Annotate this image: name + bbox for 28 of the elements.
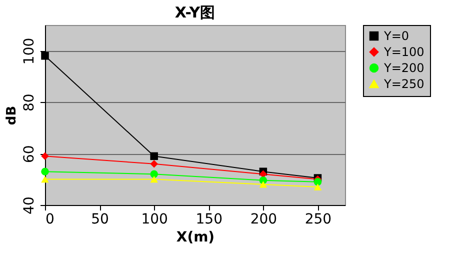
point [150,160,158,168]
point [150,170,158,178]
y-tick-label: 60 [22,145,38,163]
point [41,168,49,176]
point [41,52,49,60]
x-tick-label: 150 [196,212,223,228]
x-tick-label: 50 [91,212,109,228]
x-tick-label: 0 [46,212,54,228]
y-tick-label: 40 [22,196,38,214]
point [314,184,322,190]
y-axis-title: dB [4,106,20,126]
x-tick-label: 250 [304,212,332,228]
point [150,176,158,183]
legend-label: Y=250 [383,77,424,91]
point [41,152,49,160]
y-tick-label: 80 [22,94,38,112]
x-tick-label: 200 [250,212,278,228]
point [41,176,49,183]
y-tick-label: 100 [22,38,38,65]
point [314,178,322,186]
point [150,152,158,160]
x-tick-label: 100 [141,212,168,228]
x-axis-title: X(m) [176,230,215,246]
legend-label: Y=0 [383,29,410,43]
chart-title: X-Y图 [174,4,216,22]
legend-label: Y=200 [383,61,424,75]
point [259,181,268,188]
legend-label: Y=100 [383,45,424,59]
